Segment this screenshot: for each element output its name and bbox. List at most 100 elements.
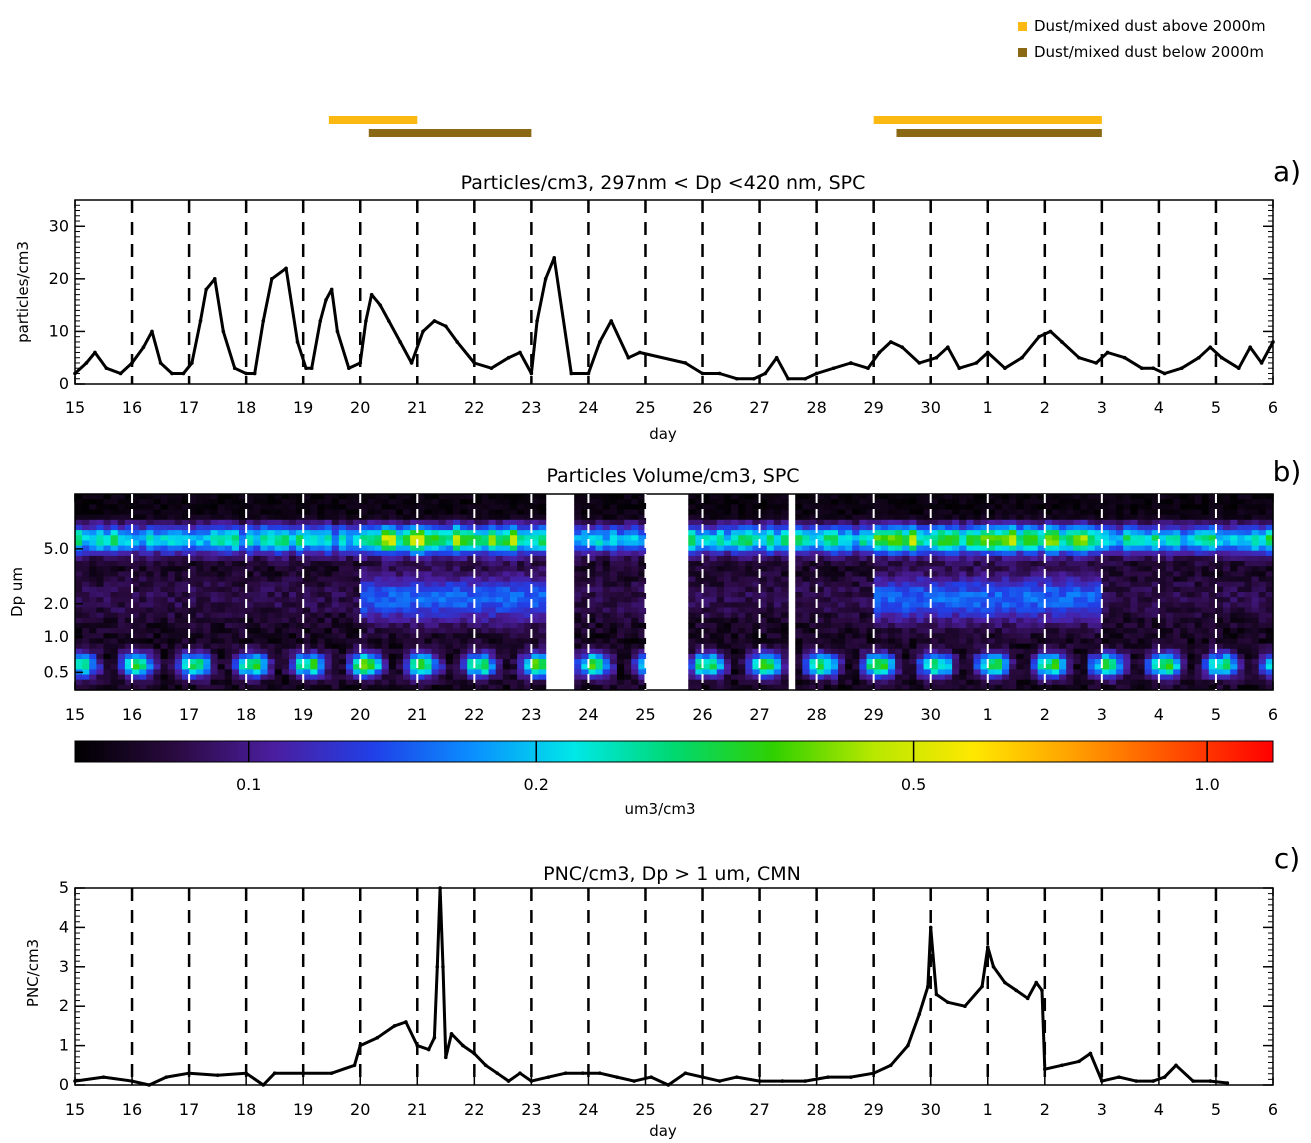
panel-b-cell: [638, 530, 647, 536]
panel-a-xtick-label: 4: [1154, 398, 1164, 417]
panel-b-cell: [438, 571, 447, 578]
panel-b-cell: [887, 607, 896, 614]
panel-b-cell: [909, 535, 918, 542]
panel-b-cell: [909, 638, 918, 645]
panel-b-cell: [103, 581, 112, 588]
panel-b-cell: [445, 638, 454, 645]
panel-b-cell: [231, 581, 240, 588]
panel-b-cell: [880, 643, 889, 650]
panel-b-cell: [609, 622, 618, 629]
panel-b-cell: [752, 643, 761, 650]
panel-b-cell: [110, 597, 119, 603]
panel-b-cell: [110, 643, 119, 650]
panel-b-cell: [944, 628, 953, 634]
panel-b-cell: [987, 535, 996, 542]
panel-b-cell: [110, 509, 119, 516]
panel-b-cell: [452, 653, 461, 660]
panel-b-cell: [845, 617, 853, 624]
panel-b-cell: [716, 612, 725, 619]
panel-b-cell: [139, 669, 147, 676]
panel-b-cell: [966, 679, 975, 686]
panel-b-cell: [873, 669, 882, 676]
panel-b-cell: [495, 612, 504, 619]
panel-b-cell: [231, 679, 240, 686]
panel-b-cell: [210, 555, 219, 562]
panel-b-cell: [973, 504, 982, 511]
panel-b-cell: [588, 540, 597, 547]
panel-b-cell: [381, 545, 390, 552]
panel-b-cell: [281, 597, 290, 603]
panel-b-cell: [153, 648, 162, 655]
panel-b-cell: [588, 550, 597, 557]
panel-b-cell: [916, 540, 925, 547]
panel-b-cell: [181, 499, 190, 505]
panel-b-cell: [738, 530, 746, 536]
panel-b-cell: [281, 612, 290, 619]
panel-b-cell: [82, 519, 90, 526]
panel-b-cell: [103, 540, 112, 547]
panel-b-cell: [859, 664, 868, 670]
panel-b-cell: [103, 664, 112, 670]
panel-b-cell: [110, 659, 119, 665]
panel-b-cell: [987, 581, 996, 588]
panel-b-cell: [360, 571, 368, 578]
panel-b-cell: [460, 617, 468, 624]
panel-b-cell: [994, 679, 1003, 686]
panel-b-cell: [745, 514, 754, 521]
panel-b-cell: [973, 581, 982, 588]
panel-b-cell: [488, 643, 497, 650]
panel-b-cell: [709, 524, 718, 531]
panel-b-cell: [1016, 597, 1025, 603]
panel-a-point: [626, 355, 631, 360]
panel-b-cell: [331, 519, 340, 526]
panel-b-cell: [103, 648, 112, 655]
panel-b-cell: [631, 664, 639, 670]
panel-b-cell: [210, 550, 219, 557]
panel-b-cell: [966, 684, 975, 691]
panel-b-cell: [823, 524, 832, 531]
panel-b-cell: [296, 607, 304, 614]
panel-b-cell: [731, 597, 739, 603]
panel-b-cell: [467, 545, 475, 552]
panel-b-cell: [189, 628, 197, 634]
panel-b-cell: [146, 679, 155, 686]
panel-b-cell: [410, 669, 418, 676]
panel-b-cell: [773, 664, 782, 670]
panel-b-cell: [731, 566, 739, 572]
panel-b-cell: [702, 514, 711, 521]
panel-b-cell: [581, 643, 590, 650]
panel-b-cell: [723, 684, 732, 691]
panel-a-point: [252, 371, 257, 376]
panel-b-cell: [417, 664, 426, 670]
panel-b-cell: [745, 499, 754, 505]
panel-b-cell: [902, 643, 910, 650]
panel-b-cell: [345, 664, 354, 670]
panel-b-cell: [709, 514, 718, 521]
panel-b-cell: [253, 607, 261, 614]
panel-b-cell: [203, 622, 212, 629]
panel-b-cell: [360, 674, 368, 681]
panel-b-cell: [360, 628, 368, 634]
panel-b-cell: [852, 643, 860, 650]
panel-b-cell: [203, 669, 212, 676]
panel-b-cell: [338, 576, 347, 583]
panel-b-cell: [902, 519, 910, 526]
panel-b-cell: [388, 653, 397, 660]
panel-b-cell: [417, 643, 426, 650]
panel-b-cell: [980, 561, 989, 567]
panel-b-cell: [117, 530, 126, 536]
panel-b-cell: [823, 586, 832, 593]
panel-b-cell: [103, 622, 112, 629]
panel-b-cell: [531, 679, 540, 686]
panel-b-cell: [310, 499, 319, 505]
panel-b-cell: [388, 550, 397, 557]
panel-b-cell: [695, 545, 704, 552]
panel-a-xtick-label: 6: [1268, 398, 1278, 417]
panel-b-cell: [253, 612, 261, 619]
panel-b-cell: [460, 581, 468, 588]
panel-b-cell: [952, 509, 960, 516]
panel-b-cell: [367, 674, 376, 681]
panel-b-cell: [452, 550, 461, 557]
panel-b-cell: [160, 648, 169, 655]
panel-b-cell: [452, 504, 461, 511]
